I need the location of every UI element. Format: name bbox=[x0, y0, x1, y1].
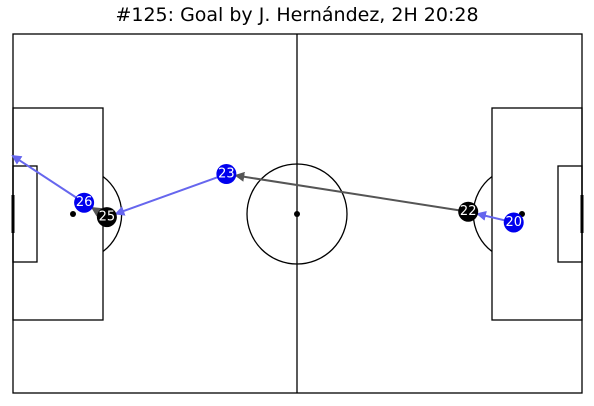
player-marker bbox=[74, 192, 95, 213]
player-marker bbox=[216, 164, 237, 185]
left-penalty-spot bbox=[70, 211, 76, 217]
player-25: 25 bbox=[96, 207, 117, 228]
player-26: 26 bbox=[74, 192, 95, 213]
player-marker bbox=[96, 207, 117, 228]
player-number: 25 bbox=[99, 210, 116, 225]
player-20: 20 bbox=[503, 212, 524, 233]
actions-layer bbox=[11, 154, 514, 224]
center-circle bbox=[246, 163, 348, 265]
left-penalty-area bbox=[12, 107, 104, 321]
chart-title: #125: Goal by J. Hernández, 2H 20:28 bbox=[115, 4, 479, 26]
player-number: 26 bbox=[76, 195, 93, 210]
right-goal-area bbox=[557, 165, 583, 263]
center-spot bbox=[294, 211, 300, 217]
pass-arrow-2 bbox=[114, 173, 227, 216]
carry-arrow-1 bbox=[234, 171, 469, 213]
left-goal-area bbox=[12, 165, 38, 263]
player-marker bbox=[503, 212, 524, 233]
pass-arrow-4 bbox=[11, 154, 85, 204]
player-number: 20 bbox=[505, 215, 522, 230]
player-marker bbox=[458, 201, 479, 222]
player-23: 23 bbox=[216, 164, 237, 185]
players-layer: 20 22 23 25 26 bbox=[74, 164, 524, 233]
player-22: 22 bbox=[458, 201, 479, 222]
player-number: 22 bbox=[460, 204, 477, 219]
pitch-markings bbox=[11, 33, 584, 394]
player-number: 23 bbox=[218, 167, 235, 182]
